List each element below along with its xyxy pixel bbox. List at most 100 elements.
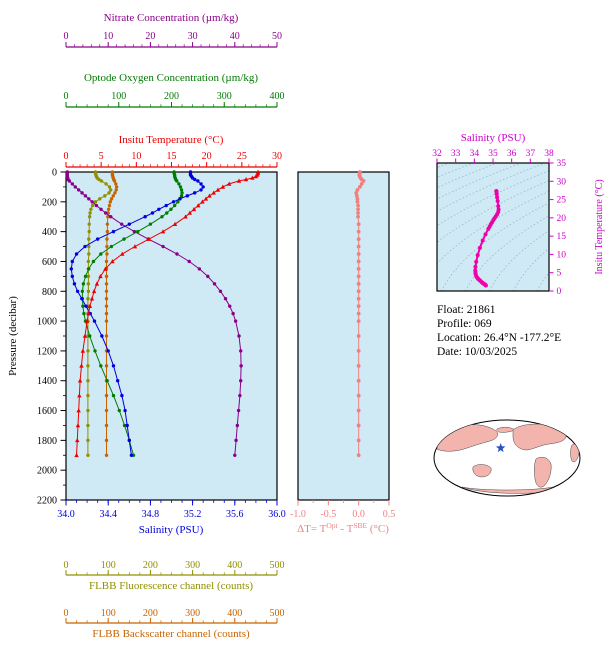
temperature-tick-label: 25 bbox=[237, 151, 247, 162]
info-float: Float: 21861 bbox=[437, 304, 496, 316]
delta-t-plot: -1.0 -0.5 0.0 0.5 bbox=[290, 170, 395, 520]
fluorescence-tick-label: 0 bbox=[64, 560, 69, 571]
continent-antarctica bbox=[461, 486, 554, 494]
delta-tick-label: 0.0 bbox=[352, 509, 365, 520]
pressure-tick-label: 2000 bbox=[37, 466, 57, 477]
ts-salinity-tick-label: 36 bbox=[507, 149, 517, 159]
pressure-tick-label: 800 bbox=[42, 287, 57, 298]
profile-backscatter bbox=[104, 170, 119, 457]
salinity-tick-label: 34.4 bbox=[99, 509, 117, 520]
pressure-tick-label: 1600 bbox=[37, 406, 57, 417]
ts-salinity-tick-label: 32 bbox=[432, 149, 442, 159]
oxygen-tick-label: 400 bbox=[270, 91, 285, 102]
salinity-tick-label: 34.0 bbox=[57, 509, 75, 520]
ts-temperature-tick-label: 25 bbox=[557, 196, 567, 206]
nitrate-tick-label: 30 bbox=[188, 31, 198, 42]
pressure-tick-label: 1800 bbox=[37, 436, 57, 447]
pressure-tick-label: 1000 bbox=[37, 317, 57, 328]
info-date: Date: 10/03/2025 bbox=[437, 346, 517, 358]
delta-tick-label: -1.0 bbox=[290, 509, 306, 520]
info-profile: Profile: 069 bbox=[437, 318, 492, 330]
pressure-tick-label: 400 bbox=[42, 227, 57, 238]
oxygen-tick-label: 100 bbox=[111, 91, 126, 102]
ts-temperature-tick-label: 20 bbox=[557, 214, 567, 224]
temperature-tick-label: 20 bbox=[202, 151, 212, 162]
pressure-tick-label: 2200 bbox=[37, 496, 57, 507]
salinity-tick-label: 35.6 bbox=[226, 509, 244, 520]
temperature-tick-label: 10 bbox=[131, 151, 141, 162]
ts-temperature-tick-label: 30 bbox=[557, 177, 567, 187]
oxygen-tick-label: 200 bbox=[164, 91, 179, 102]
continent-greenland bbox=[554, 421, 567, 431]
salinity-tick-label: 34.8 bbox=[142, 509, 160, 520]
delta-t-axis-title: ΔT= TOpt - TSBE (°C) bbox=[297, 521, 389, 535]
oxygen-tick-label: 300 bbox=[217, 91, 232, 102]
ts-salinity-title: Salinity (PSU) bbox=[461, 132, 526, 144]
temperature-tick-label: 5 bbox=[99, 151, 104, 162]
pressure-tick-label: 1200 bbox=[37, 346, 57, 357]
temperature-tick-label: 15 bbox=[167, 151, 177, 162]
nitrate-tick-label: 0 bbox=[64, 31, 69, 42]
main-plot-series bbox=[65, 169, 261, 458]
oxygen-tick-label: 0 bbox=[64, 91, 69, 102]
oxygen-axis-title: Optode Oxygen Concentration (µm/kg) bbox=[84, 72, 258, 84]
continent-south-america bbox=[534, 456, 552, 488]
ts-diagram-plot: 32 33 34 35 36 37 38 0 5 10 15 20 25 30 35 bbox=[432, 149, 567, 297]
ts-temperature-tick-label: 0 bbox=[557, 287, 562, 297]
ts-temperature-tick-label: 5 bbox=[557, 269, 562, 279]
backscatter-axis-title: FLBB Backscatter channel (counts) bbox=[92, 628, 250, 640]
continent-australia bbox=[472, 464, 492, 478]
temperature-axis-title: Insitu Temperature (°C) bbox=[119, 134, 224, 146]
nitrate-tick-label: 10 bbox=[103, 31, 113, 42]
ts-temperature-tick-label: 15 bbox=[557, 232, 567, 242]
ts-temperature-label: Insitu Temperature (°C) bbox=[594, 179, 605, 274]
profile-oxygen bbox=[80, 170, 184, 457]
pressure-tick-label: 600 bbox=[42, 257, 57, 268]
ts-salinity-tick-label: 38 bbox=[544, 149, 554, 159]
ts-salinity-tick-label: 37 bbox=[526, 149, 536, 159]
main-plot-area bbox=[65, 171, 278, 501]
temperature-tick-label: 30 bbox=[272, 151, 282, 162]
profile-temperature bbox=[74, 169, 261, 458]
temperature-tick-label: 0 bbox=[64, 151, 69, 162]
salinity-axis-title: Salinity (PSU) bbox=[139, 524, 204, 536]
ts-salinity-tick-label: 33 bbox=[451, 149, 461, 159]
fluorescence-axis-title: FLBB Fluorescence channel (counts) bbox=[89, 580, 253, 592]
nitrate-tick-label: 20 bbox=[145, 31, 155, 42]
delta-tick-label: -0.5 bbox=[320, 509, 336, 520]
ts-salinity-tick-label: 34 bbox=[470, 149, 480, 159]
fluorescence-tick-label: 100 bbox=[101, 560, 116, 571]
continent-bering bbox=[496, 426, 516, 433]
delta-tick-label: 0.5 bbox=[383, 509, 396, 520]
salinity-tick-label: 35.2 bbox=[184, 509, 202, 520]
pressure-tick-label: 0 bbox=[52, 168, 57, 179]
ts-temperature-tick-label: 35 bbox=[557, 159, 567, 169]
profile-fluorescence bbox=[86, 170, 113, 457]
backscatter-tick-label: 300 bbox=[185, 608, 200, 619]
backscatter-tick-label: 400 bbox=[227, 608, 242, 619]
world-map bbox=[433, 419, 581, 497]
float-position-star bbox=[495, 443, 506, 453]
backscatter-tick-label: 100 bbox=[101, 608, 116, 619]
fluorescence-tick-label: 300 bbox=[185, 560, 200, 571]
nitrate-axis-title: Nitrate Concentration (µm/kg) bbox=[104, 12, 239, 24]
nitrate-tick-label: 40 bbox=[230, 31, 240, 42]
profile-salinity bbox=[69, 170, 205, 457]
fluorescence-tick-label: 500 bbox=[270, 560, 285, 571]
backscatter-tick-label: 200 bbox=[143, 608, 158, 619]
backscatter-tick-label: 500 bbox=[270, 608, 285, 619]
fluorescence-tick-label: 400 bbox=[227, 560, 242, 571]
pressure-axis-label: Pressure (decibar) bbox=[7, 296, 19, 376]
ts-salinity-tick-label: 35 bbox=[488, 149, 498, 159]
pressure-tick-label: 1400 bbox=[37, 376, 57, 387]
backscatter-tick-label: 0 bbox=[64, 608, 69, 619]
fluorescence-tick-label: 200 bbox=[143, 560, 158, 571]
delta-plot-area bbox=[297, 171, 390, 501]
info-location: Location: 26.4°N -177.2°E bbox=[437, 332, 561, 344]
ts-temperature-tick-label: 10 bbox=[557, 250, 567, 260]
pressure-tick-label: 200 bbox=[42, 197, 57, 208]
nitrate-tick-label: 50 bbox=[272, 31, 282, 42]
salinity-tick-label: 36.0 bbox=[268, 509, 286, 520]
